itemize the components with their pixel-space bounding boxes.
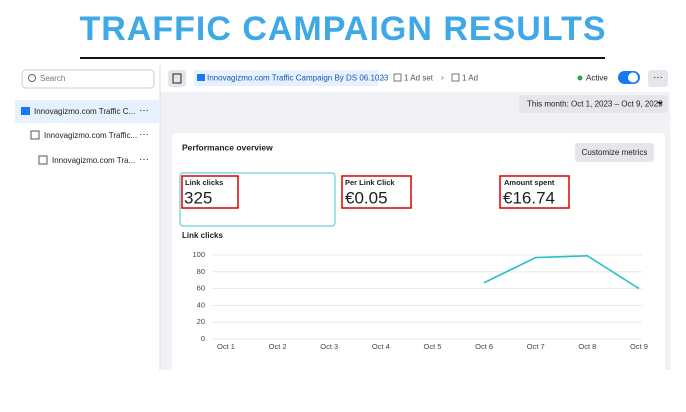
card-title: Performance overview xyxy=(182,142,273,152)
highlight-box xyxy=(181,175,239,209)
ad-icon xyxy=(38,155,48,165)
x-tick-label: Oct 3 xyxy=(320,342,338,351)
metric-value: €0.05 xyxy=(345,188,388,207)
panel-toggle[interactable] xyxy=(168,70,186,87)
highlight-box xyxy=(341,175,412,209)
x-tick-label: Oct 6 xyxy=(475,342,493,351)
sidebar-item: Innovagizmo.com Traffic C... xyxy=(34,107,135,116)
x-tick-label: Oct 1 xyxy=(217,342,235,351)
line-series xyxy=(483,255,640,290)
metric-label: Amount spent xyxy=(504,178,555,187)
highlight-box xyxy=(499,175,570,209)
more-dots: ⋯ xyxy=(653,73,663,84)
panel-icon xyxy=(172,73,182,84)
x-tick-label: Oct 5 xyxy=(424,342,442,351)
page-title: TRAFFIC CAMPAIGN RESULTS xyxy=(79,10,606,48)
folder-icon xyxy=(197,74,205,81)
dropdown-arrow xyxy=(657,102,663,105)
performance-card xyxy=(172,133,665,373)
folder-icon xyxy=(21,107,30,115)
status-dot xyxy=(577,75,583,81)
more-button[interactable]: ⋯ xyxy=(139,155,149,166)
x-tick-label: Oct 7 xyxy=(527,342,545,351)
y-tick-label: 0 xyxy=(201,334,205,343)
x-tick-label: Oct 8 xyxy=(578,342,596,351)
breadcrumb-adset[interactable]: 1 Ad set xyxy=(404,74,434,83)
y-tick-label: 40 xyxy=(197,300,205,309)
y-tick-label: 60 xyxy=(197,284,205,293)
x-tick-label: Oct 2 xyxy=(269,342,287,351)
search-placeholder: Search xyxy=(40,74,65,83)
chevron: › xyxy=(382,73,385,82)
metric-label: Per Link Click xyxy=(345,178,395,187)
more-button[interactable]: ⋯ xyxy=(139,130,149,141)
metric-value: 325 xyxy=(184,188,212,207)
button-label: Customize metrics xyxy=(582,148,648,157)
x-tick-label: Oct 9 xyxy=(630,342,648,351)
y-tick-label: 20 xyxy=(197,317,205,326)
chart-title: Link clicks xyxy=(182,231,223,240)
x-tick-label: Oct 4 xyxy=(372,342,390,351)
metric-label: Link clicks xyxy=(185,178,223,187)
adset-icon xyxy=(393,73,402,82)
status-text: Active xyxy=(586,74,608,83)
metric-value: €16.74 xyxy=(503,188,555,207)
y-tick-label: 100 xyxy=(192,250,205,259)
breadcrumb-ad[interactable]: 1 Ad xyxy=(462,74,478,83)
search-box[interactable] xyxy=(21,69,155,89)
date-range: This month: Oct 1, 2023 – Oct 9, 2023 xyxy=(527,100,663,109)
date-picker[interactable] xyxy=(519,95,668,113)
search-icon xyxy=(28,74,36,82)
toggle-knob xyxy=(628,72,638,83)
customize-button[interactable] xyxy=(575,143,654,162)
selected-row[interactable] xyxy=(15,100,160,123)
y-tick-label: 80 xyxy=(197,267,205,276)
breadcrumb-campaign[interactable] xyxy=(194,70,378,86)
metric-card-selected[interactable] xyxy=(179,172,336,227)
ad-icon xyxy=(451,73,460,82)
sidebar-item[interactable]: Innovagizmo.com Tra... xyxy=(52,156,135,165)
more-button[interactable] xyxy=(648,70,668,87)
chevron: › xyxy=(441,73,444,82)
sidebar-item[interactable]: Innovagizmo.com Traffic... xyxy=(44,131,137,140)
breadcrumb-text: Innovagizmo.com Traffic Campaign By DS 0… xyxy=(207,74,389,83)
more-button[interactable]: ⋯ xyxy=(139,106,149,117)
adset-icon xyxy=(30,130,40,140)
